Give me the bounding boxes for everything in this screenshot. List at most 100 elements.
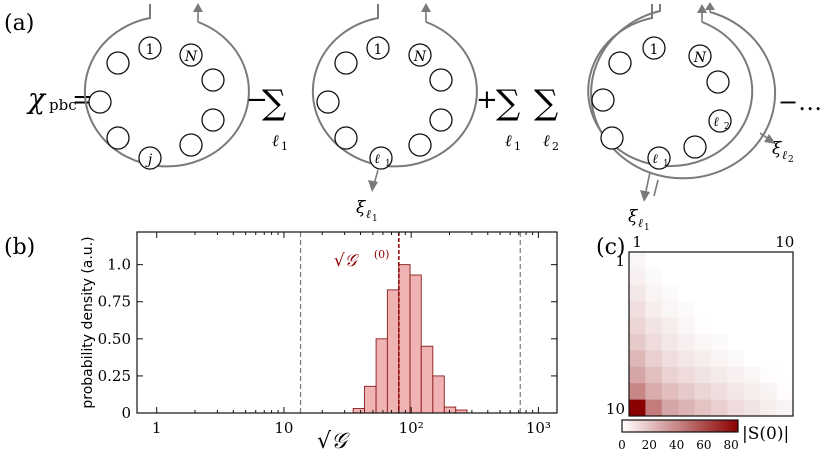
xi-symbol: ξ bbox=[356, 198, 367, 218]
site bbox=[429, 108, 453, 132]
sum-index-l: ℓ bbox=[272, 131, 279, 150]
site bbox=[683, 135, 707, 159]
colorbar-segment bbox=[717, 420, 721, 432]
panel-label-a: (a) bbox=[4, 11, 34, 36]
heatmap-cell bbox=[776, 366, 794, 384]
heatmap-cell bbox=[645, 268, 663, 286]
colorbar-segment bbox=[633, 420, 637, 432]
colorbar-segment bbox=[636, 420, 640, 432]
colorbar-tick-label: 60 bbox=[696, 438, 711, 452]
heatmap-cell bbox=[694, 317, 712, 335]
row-tick-label: 1 bbox=[615, 252, 625, 270]
ring-lead-l1 bbox=[653, 179, 659, 197]
reference-line-label: √𝒢 bbox=[334, 251, 360, 271]
heatmap-cell bbox=[727, 383, 745, 400]
heatmap-cell bbox=[760, 317, 777, 335]
col-tick-label: 10 bbox=[775, 233, 794, 251]
heatmap-cell bbox=[661, 334, 679, 351]
colorbar-segment bbox=[653, 420, 658, 432]
heatmap-cell bbox=[727, 284, 745, 302]
sum-index-l: ℓ bbox=[505, 131, 512, 150]
panel-label-c: (c) bbox=[596, 235, 626, 260]
heatmap-cell bbox=[694, 268, 712, 286]
heatmap-cell bbox=[776, 383, 794, 400]
heatmap-cell bbox=[711, 252, 728, 269]
site-label-j: j bbox=[145, 152, 153, 168]
site bbox=[591, 88, 615, 112]
colorbar-segment bbox=[682, 420, 687, 432]
col-tick-label: 1 bbox=[632, 233, 642, 251]
heatmap-cell bbox=[678, 317, 695, 335]
colorbar-segment bbox=[735, 420, 739, 432]
heatmap-cell bbox=[776, 317, 794, 335]
site bbox=[408, 133, 432, 157]
heatmap-cell bbox=[743, 399, 761, 417]
colorbar-segment bbox=[720, 420, 724, 432]
site bbox=[608, 51, 632, 75]
heatmap-cell bbox=[645, 399, 663, 417]
site bbox=[201, 108, 225, 132]
site bbox=[600, 126, 624, 150]
site-label-l1-sub: 1 bbox=[663, 159, 669, 169]
histogram-bar bbox=[352, 408, 365, 414]
heatmap-cell bbox=[711, 284, 728, 302]
xi-subscript-index: 1 bbox=[644, 223, 650, 233]
heatmap-cell bbox=[743, 284, 761, 302]
heatmap-cell bbox=[760, 284, 777, 302]
colorbar-segment bbox=[680, 420, 684, 432]
heatmap-cell bbox=[661, 383, 679, 400]
xi-symbol: ξ bbox=[628, 207, 639, 227]
site-label-N: N bbox=[184, 49, 198, 65]
site-1 bbox=[138, 36, 162, 60]
heatmap-cell bbox=[711, 399, 728, 417]
histogram-bar bbox=[420, 345, 434, 414]
colorbar-segment bbox=[709, 420, 713, 432]
heatmap-cell bbox=[711, 301, 728, 318]
heatmap-cell bbox=[629, 366, 646, 384]
heatmap-cell bbox=[727, 350, 745, 368]
heatmap-cell bbox=[629, 334, 646, 351]
sum-symbol: ∑ bbox=[262, 83, 286, 123]
minus-sign: − bbox=[246, 85, 268, 115]
site-l1 bbox=[369, 146, 393, 170]
heatmap-cell bbox=[694, 366, 712, 384]
heatmap-cell bbox=[760, 334, 777, 351]
heatmap-cell bbox=[711, 350, 728, 368]
heatmap-cell bbox=[678, 350, 695, 368]
site-label-l1: ℓ bbox=[652, 152, 658, 167]
colorbar-segment bbox=[714, 420, 719, 432]
x-tick-label: 1 bbox=[152, 419, 162, 437]
site-label-1: 1 bbox=[650, 42, 659, 58]
arrow-up-icon bbox=[697, 4, 707, 13]
colorbar-tick-label: 0 bbox=[618, 438, 626, 452]
site bbox=[334, 51, 358, 75]
colorbar-segment bbox=[671, 420, 675, 432]
heatmap-cell bbox=[629, 268, 646, 286]
heatmap-cell bbox=[661, 252, 679, 269]
colorbar-segment bbox=[656, 420, 661, 432]
heatmap-cell bbox=[727, 366, 745, 384]
x-tick-label: 10 bbox=[274, 419, 293, 437]
heatmap-cell bbox=[776, 334, 794, 351]
site-j bbox=[138, 146, 162, 170]
colorbar-segment bbox=[723, 420, 727, 432]
site bbox=[316, 90, 340, 114]
heatmap-cell bbox=[776, 301, 794, 318]
heatmap-cell bbox=[645, 301, 663, 318]
heatmap-cell bbox=[661, 350, 679, 368]
colorbar-segment bbox=[688, 420, 692, 432]
colorbar-segment bbox=[726, 420, 730, 432]
heatmap-cell bbox=[678, 334, 695, 351]
heatmap-cell bbox=[743, 366, 761, 384]
arrow-down-icon bbox=[640, 190, 650, 202]
colorbar-segment bbox=[674, 420, 678, 432]
ellipsis: −… bbox=[778, 88, 822, 116]
heatmap-cell bbox=[629, 350, 646, 368]
sum-symbol: ∑ bbox=[496, 83, 520, 123]
heatmap-cell bbox=[760, 301, 777, 318]
heatmap-cell bbox=[678, 252, 695, 269]
site bbox=[201, 68, 225, 92]
histogram-bar bbox=[364, 385, 377, 414]
heatmap-cell bbox=[678, 399, 695, 417]
heatmap-cell bbox=[711, 366, 728, 384]
